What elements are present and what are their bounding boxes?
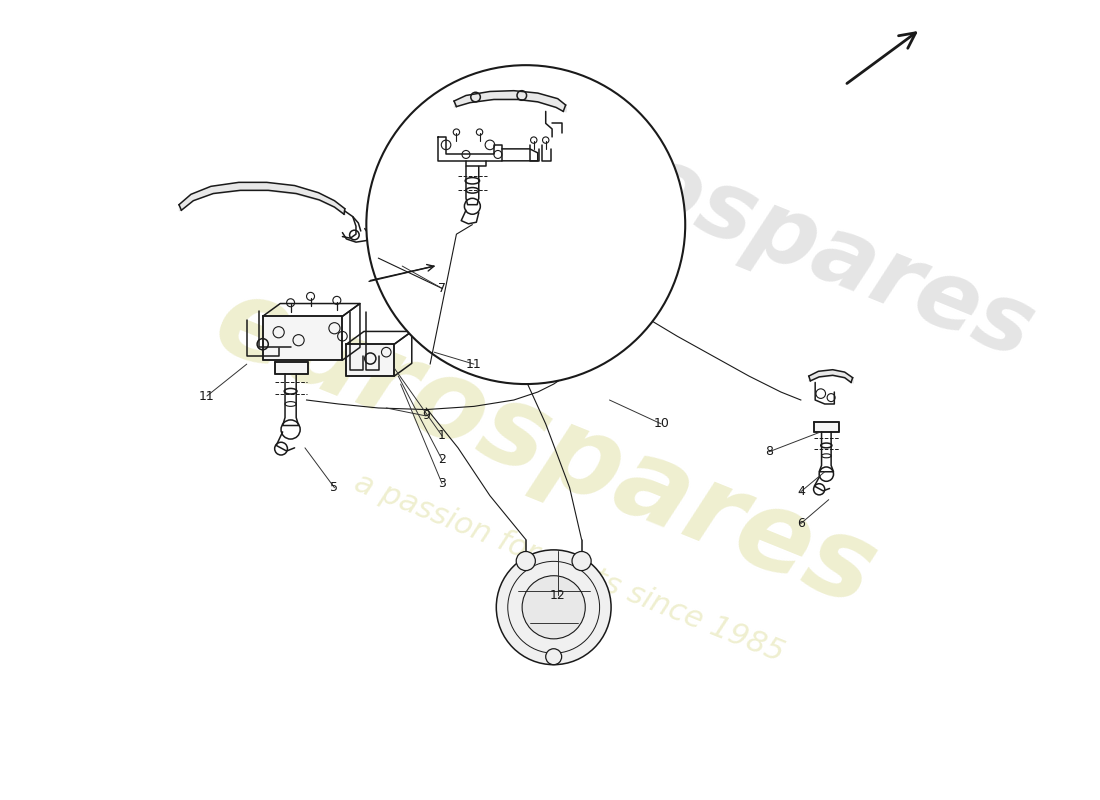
Text: 11: 11 [199,390,214,402]
Polygon shape [275,362,308,374]
Text: a passion for parts since 1985: a passion for parts since 1985 [351,468,789,667]
Text: 2: 2 [438,454,446,466]
Text: 9: 9 [422,410,430,422]
Text: 12: 12 [550,589,565,602]
Text: 3: 3 [438,478,446,490]
Text: eurospares: eurospares [200,266,891,629]
Text: 10: 10 [653,418,669,430]
Circle shape [366,65,685,384]
Text: 8: 8 [764,446,773,458]
Circle shape [522,576,585,639]
Text: 1: 1 [438,430,446,442]
Circle shape [516,551,536,570]
Polygon shape [346,344,394,376]
Text: 11: 11 [466,358,482,370]
Circle shape [572,551,591,570]
Text: eurospares: eurospares [459,70,1047,379]
Text: 5: 5 [330,481,339,494]
Polygon shape [263,316,342,360]
Text: 4: 4 [796,485,805,498]
Text: 6: 6 [796,517,805,530]
Text: 7: 7 [438,282,447,295]
Circle shape [546,649,562,665]
Polygon shape [814,422,839,432]
Circle shape [496,550,612,665]
